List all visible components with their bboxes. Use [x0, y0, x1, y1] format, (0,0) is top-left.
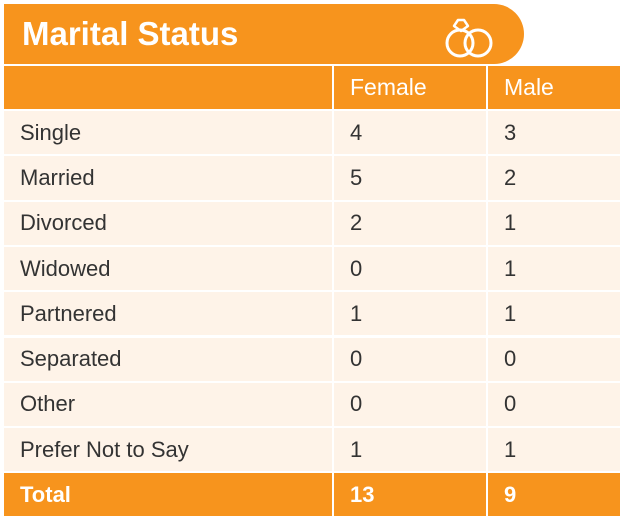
title-tab: Marital Status [4, 4, 524, 64]
row-label: Widowed [4, 246, 332, 291]
value-cell: 1 [488, 292, 620, 336]
value-cell: 3 [488, 111, 620, 155]
value-cell: 1 [334, 428, 486, 472]
value-cell: 2 [488, 156, 620, 200]
value-cell: 1 [488, 428, 620, 472]
row-label: Prefer Not to Say [4, 428, 332, 472]
row-label: Separated [4, 337, 332, 381]
column-header: Male [488, 66, 620, 109]
title: Marital Status [22, 15, 239, 52]
row-label: Divorced [4, 201, 332, 245]
rings-icon [445, 18, 493, 58]
row-label: Married [4, 156, 332, 200]
value-cell: 0 [488, 382, 620, 427]
value-cell: 1 [488, 246, 620, 291]
value-cell: 0 [488, 337, 620, 381]
total-label: Total [4, 473, 332, 516]
value-cell: 0 [334, 382, 486, 427]
column-header: Female [334, 66, 486, 109]
total-value: 13 [334, 473, 486, 516]
value-cell: 0 [334, 337, 486, 381]
value-cell: 0 [334, 246, 486, 291]
value-cell: 1 [334, 292, 486, 336]
value-cell: 2 [334, 201, 486, 245]
value-cell: 4 [334, 111, 486, 155]
value-cell: 1 [488, 201, 620, 245]
row-label: Single [4, 111, 332, 155]
row-label: Other [4, 382, 332, 427]
header-cell [4, 66, 332, 109]
total-value: 9 [488, 473, 620, 516]
value-cell: 5 [334, 156, 486, 200]
row-label: Partnered [4, 292, 332, 336]
